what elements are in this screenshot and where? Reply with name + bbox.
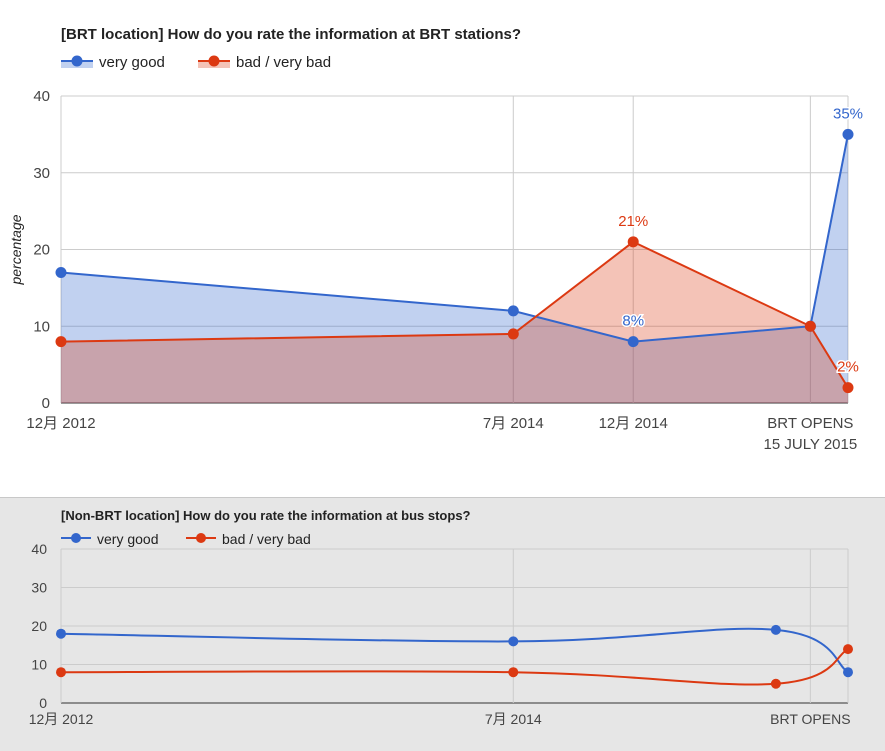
x-tick-label: BRT OPENS [770,711,850,727]
x-tick-label: 12月 2012 [26,415,95,432]
x-tick-label: 7月 2014 [485,711,542,727]
y-axis-label: percentage [8,214,24,285]
data-point[interactable] [842,128,854,140]
data-label: 8% [622,313,644,330]
data-point[interactable] [508,667,519,678]
data-point[interactable] [843,667,853,678]
data-point[interactable] [55,336,67,348]
data-point[interactable] [842,382,854,394]
data-point[interactable] [627,236,639,248]
chart-2-background [0,497,885,751]
area-bad-very-bad [61,241,848,403]
brt-location-chart: [BRT location] How do you rate the infor… [8,26,865,453]
legend-label: very good [97,531,158,547]
data-label: 21% [618,213,648,230]
y-tick-label: 10 [31,657,47,673]
data-point[interactable] [55,267,67,279]
area-very-good [61,134,848,403]
legend-label: bad / very bad [222,531,311,547]
legend-item-bad-very-bad[interactable]: bad / very bad [198,54,331,71]
legend-label: very good [99,54,165,71]
y-tick-label: 0 [42,395,50,412]
legend-marker [208,55,220,67]
chart-title: [Non-BRT location] How do you rate the i… [61,508,471,523]
x-tick-label: 12月 2014 [599,415,668,432]
data-point[interactable] [770,624,781,635]
data-point[interactable] [770,678,781,689]
data-point[interactable] [507,305,519,317]
legend-marker [71,55,83,67]
data-label: 2% [837,359,859,376]
data-point[interactable] [804,320,816,332]
data-point[interactable] [627,336,639,348]
data-label: 35% [833,105,863,122]
y-tick-label: 20 [31,618,47,634]
legend-item-very-good[interactable]: very good [61,54,165,71]
y-tick-label: 40 [33,88,50,105]
series-line-very-good [60,627,849,674]
x-tick-label: 7月 2014 [483,415,544,432]
y-tick-label: 30 [31,580,47,596]
data-point[interactable] [843,644,853,655]
chart-title: [BRT location] How do you rate the infor… [61,26,521,43]
legend-marker [71,533,81,543]
data-point[interactable] [56,667,66,678]
data-point[interactable] [56,628,66,639]
legend-item-very-good[interactable]: very good [61,531,158,547]
series-line-bad-very-bad [60,648,849,686]
y-tick-label: 30 [33,165,50,182]
legend-label: bad / very bad [236,54,331,71]
data-point[interactable] [507,328,519,340]
data-point[interactable] [508,636,519,647]
x-tick-label: BRT OPENS 15 JULY 2015 [764,415,858,453]
y-tick-label: 40 [31,541,47,557]
y-tick-label: 20 [33,242,50,259]
legend-marker [196,533,206,543]
y-tick-label: 0 [39,695,47,711]
legend-item-bad-very-bad[interactable]: bad / very bad [186,531,311,547]
x-tick-label: 12月 2012 [29,711,94,727]
y-tick-label: 10 [33,318,50,335]
